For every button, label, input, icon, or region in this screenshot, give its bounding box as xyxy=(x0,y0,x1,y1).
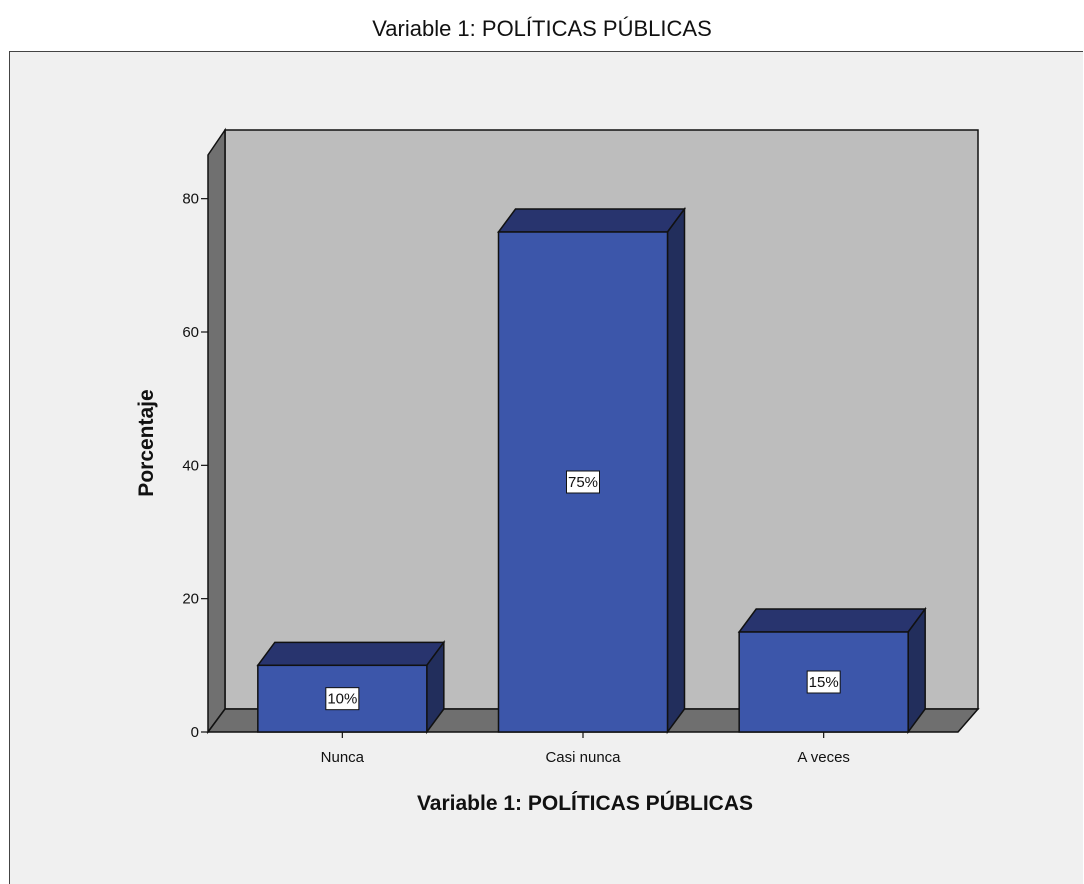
bar-side xyxy=(907,606,926,735)
x-tick-label: Casi nunca xyxy=(545,749,621,766)
y-tick-label: 0 xyxy=(191,724,199,741)
data-label-box xyxy=(566,470,600,494)
bar-group: 75% xyxy=(497,206,686,735)
bar-group: 15% xyxy=(737,606,927,735)
y-axis-title: Porcentaje xyxy=(135,389,158,496)
bar-top xyxy=(737,608,927,633)
data-label-box xyxy=(806,670,841,694)
data-label: 10% xyxy=(327,691,357,708)
data-label-box xyxy=(325,687,360,711)
data-label: 75% xyxy=(568,474,598,491)
bar-top xyxy=(256,641,446,667)
x-tick-label: Nunca xyxy=(321,749,365,766)
x-axis-title: Variable 1: POLÍTICAS PÚBLICAS xyxy=(417,791,753,815)
y-tick-label: 40 xyxy=(182,457,199,474)
y-tick-label: 60 xyxy=(182,324,199,341)
bar-group: 10% xyxy=(256,640,446,735)
bar-side xyxy=(666,206,686,735)
y-tick-label: 20 xyxy=(182,591,199,608)
y-axis: 0 20 40 60 80 xyxy=(182,191,208,741)
x-axis: Nunca Casi nunca A veces xyxy=(321,732,850,766)
x-tick-label: A veces xyxy=(797,749,850,766)
data-label: 15% xyxy=(809,674,839,691)
chart-title: Variable 1: POLÍTICAS PÚBLICAS xyxy=(372,16,712,41)
side-wall xyxy=(207,127,226,735)
bars: 10% 75% 15% xyxy=(256,206,927,735)
y-tick-label: 80 xyxy=(182,191,199,208)
bar-top xyxy=(497,208,686,233)
